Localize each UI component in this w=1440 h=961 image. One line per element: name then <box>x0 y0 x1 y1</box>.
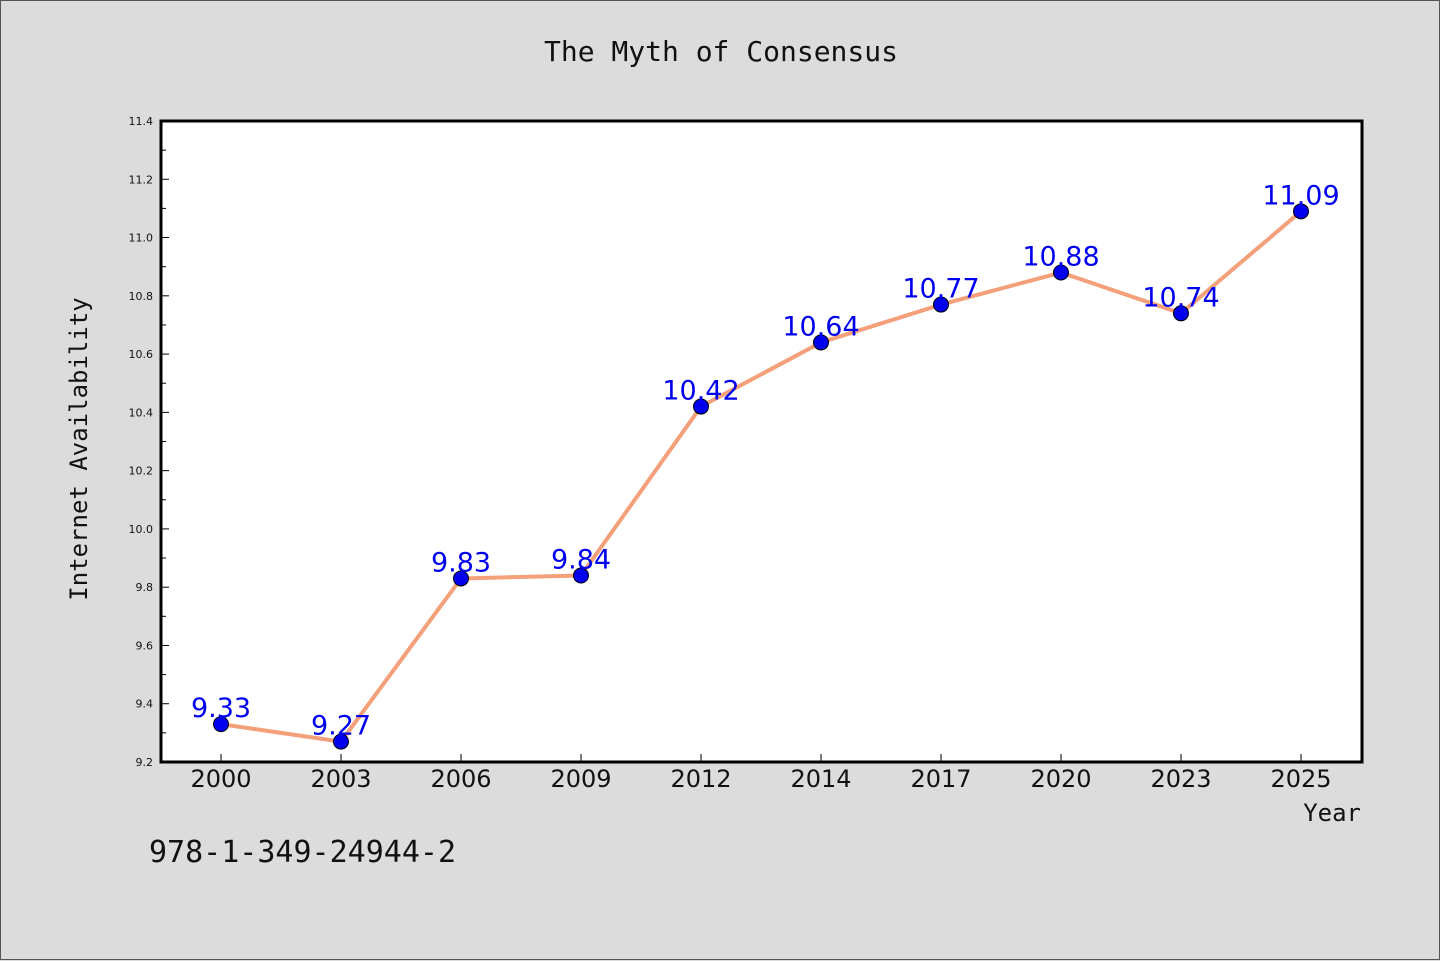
data-label: 10.77 <box>902 274 979 305</box>
data-point <box>693 398 709 415</box>
y-tick-label: 11.4 <box>129 115 154 128</box>
y-tick-label: 9.8 <box>136 581 154 594</box>
x-tick-label: 2000 <box>190 765 251 793</box>
y-tick-label: 10.2 <box>129 465 154 478</box>
data-point <box>1053 264 1069 281</box>
data-label: 9.27 <box>311 711 371 742</box>
y-tick-label: 10.6 <box>129 348 154 361</box>
data-point <box>453 570 469 587</box>
series-line <box>220 209 1303 744</box>
x-axis-label: Year <box>1303 799 1361 827</box>
data-point <box>333 733 349 750</box>
data-label: 9.84 <box>551 545 611 576</box>
data-point <box>213 716 229 733</box>
data-label: 10.42 <box>662 376 739 407</box>
x-tick-label: 2003 <box>310 765 371 793</box>
plot-area <box>159 119 1364 764</box>
data-labels: 9.33 9.27 9.83 9.84 10.42 10.64 10.77 10.88 10.7… <box>191 180 1340 741</box>
series-layer <box>213 203 1309 750</box>
y-tick-label: 9.6 <box>136 639 154 652</box>
data-label: 10.64 <box>782 311 859 342</box>
data-label: 10.74 <box>1142 282 1219 313</box>
y-tick-label: 9.4 <box>136 698 154 711</box>
data-label: 9.33 <box>191 693 251 724</box>
y-tick-label: 10.4 <box>129 406 154 419</box>
x-tick-label: 2006 <box>430 765 491 793</box>
y-tick-label: 11.0 <box>129 232 154 245</box>
x-tick-label: 2025 <box>1270 765 1331 793</box>
data-point <box>573 567 589 584</box>
data-label: 9.83 <box>431 547 491 578</box>
y-tick-label: 10.8 <box>129 290 154 303</box>
isbn-label: 978-1-349-24944-2 <box>149 835 457 870</box>
x-tick-label: 2020 <box>1030 765 1091 793</box>
data-point <box>813 334 829 351</box>
data-label: 11.09 <box>1262 180 1339 211</box>
data-label: 10.88 <box>1022 242 1099 273</box>
data-point <box>933 296 949 313</box>
y-axis: 9.2 9.4 9.6 9.8 10.0 10.2 10.4 10.6 10.8 11.0 11.2… <box>129 115 169 769</box>
x-tick-label: 2012 <box>670 765 731 793</box>
chart-title: The Myth of Consensus <box>543 35 898 68</box>
y-tick-label: 10.0 <box>129 523 154 536</box>
y-tick-label: 9.2 <box>136 756 154 769</box>
y-tick-label: 11.2 <box>129 173 154 186</box>
y-axis-label: Internet Availability <box>65 297 93 600</box>
x-tick-label: 2023 <box>1150 765 1211 793</box>
data-point <box>1173 305 1189 322</box>
data-point <box>1293 203 1309 220</box>
x-tick-label: 2009 <box>550 765 611 793</box>
x-tick-label: 2014 <box>790 765 851 793</box>
x-axis: 2000 2003 2006 2009 2012 2014 2017 2020 2023 2025 <box>190 754 1332 793</box>
x-tick-label: 2017 <box>910 765 971 793</box>
